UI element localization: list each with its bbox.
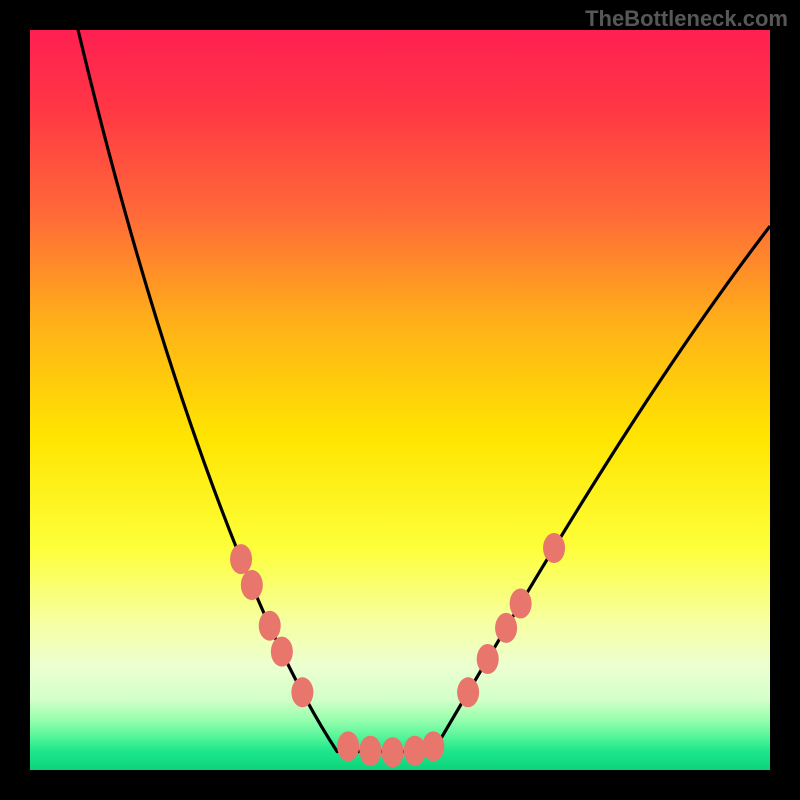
data-marker (359, 736, 381, 766)
data-marker (230, 544, 252, 574)
data-marker (337, 731, 359, 761)
data-marker (241, 570, 263, 600)
data-marker (404, 736, 426, 766)
data-marker (382, 737, 404, 767)
bottleneck-chart-svg (30, 30, 770, 770)
data-marker (271, 637, 293, 667)
watermark-text: TheBottleneck.com (585, 6, 788, 32)
chart-background (30, 30, 770, 770)
data-marker (543, 533, 565, 563)
plot-area (30, 30, 770, 770)
data-marker (291, 677, 313, 707)
data-marker (510, 589, 532, 619)
data-marker (477, 644, 499, 674)
data-marker (422, 731, 444, 761)
data-marker (495, 613, 517, 643)
data-marker (457, 677, 479, 707)
data-marker (259, 611, 281, 641)
